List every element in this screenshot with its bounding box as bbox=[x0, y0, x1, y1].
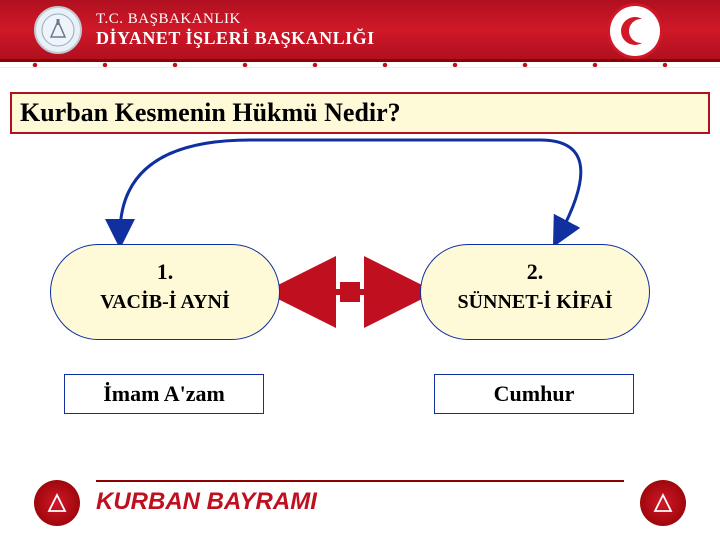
option-2-label: SÜNNET-İ KİFAİ bbox=[421, 291, 649, 314]
header-line2: DİYANET İŞLERİ BAŞKANLIĞI bbox=[96, 28, 375, 49]
diagram-area: 1. VACİB-İ AYNİ 2. SÜNNET-İ KİFAİ İmam A… bbox=[0, 134, 720, 444]
ornament-row bbox=[0, 62, 720, 68]
option-1-label: VACİB-İ AYNİ bbox=[51, 291, 279, 314]
footer-divider bbox=[96, 480, 624, 482]
page-title: Kurban Kesmenin Hükmü Nedir? bbox=[10, 92, 710, 134]
option-1-pill: 1. VACİB-İ AYNİ bbox=[50, 244, 280, 340]
footer-title: KURBAN BAYRAMI bbox=[96, 488, 317, 516]
turkish-flag-icon: ★ bbox=[610, 6, 660, 56]
diyanet-logo-icon bbox=[34, 6, 82, 54]
header-band: T.C. BAŞBAKANLIK DİYANET İŞLERİ BAŞKANLI… bbox=[0, 0, 720, 62]
header-text: T.C. BAŞBAKANLIK DİYANET İŞLERİ BAŞKANLI… bbox=[96, 11, 375, 49]
header-line1: T.C. BAŞBAKANLIK bbox=[96, 11, 375, 28]
option-2-pill: 2. SÜNNET-İ KİFAİ bbox=[420, 244, 650, 340]
footer-emblem-left-icon bbox=[34, 480, 80, 526]
option-1-number: 1. bbox=[51, 259, 279, 285]
footer-emblem-right-icon bbox=[640, 480, 686, 526]
proponent-1-box: İmam A'zam bbox=[64, 374, 264, 414]
footer: KURBAN BAYRAMI bbox=[0, 474, 720, 530]
proponent-2-box: Cumhur bbox=[434, 374, 634, 414]
option-2-number: 2. bbox=[421, 259, 649, 285]
